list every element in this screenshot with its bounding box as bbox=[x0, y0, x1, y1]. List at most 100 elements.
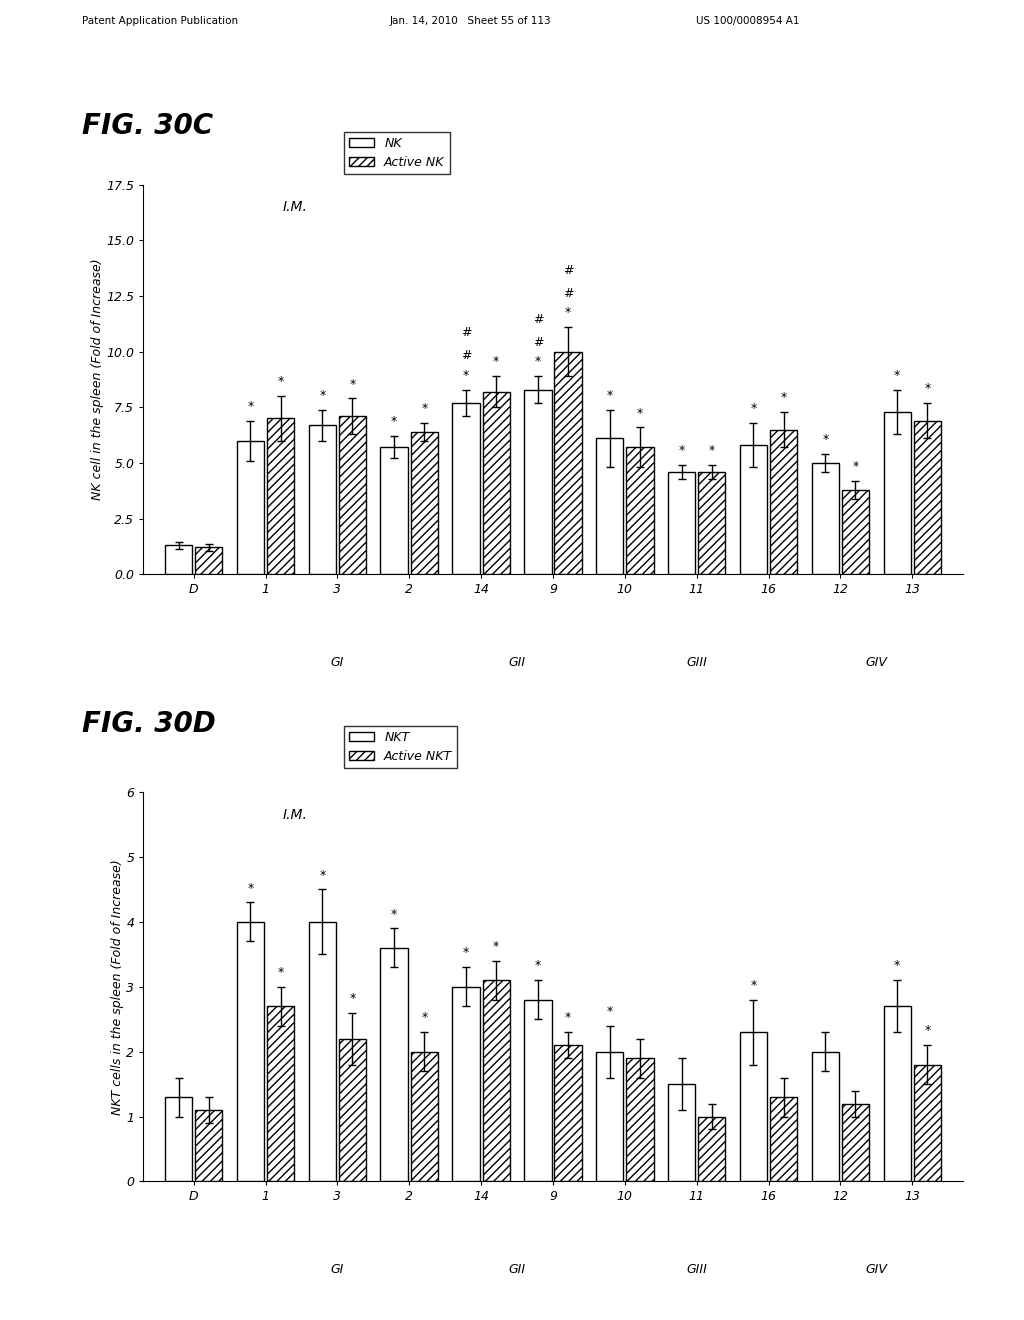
Bar bbox=[339, 416, 367, 574]
Text: *: * bbox=[894, 960, 900, 973]
Legend: NKT, Active NKT: NKT, Active NKT bbox=[344, 726, 458, 768]
Bar bbox=[842, 490, 869, 574]
Bar bbox=[698, 471, 725, 574]
Bar bbox=[596, 1052, 624, 1181]
Text: *: * bbox=[391, 416, 397, 429]
Bar bbox=[411, 432, 438, 574]
Bar bbox=[884, 1006, 910, 1181]
Text: *: * bbox=[852, 459, 858, 473]
Text: *: * bbox=[535, 960, 541, 973]
Bar bbox=[482, 392, 510, 574]
Text: FIG. 30D: FIG. 30D bbox=[82, 710, 216, 738]
Bar bbox=[554, 1045, 582, 1181]
Text: GI: GI bbox=[331, 656, 344, 669]
Text: *: * bbox=[463, 946, 469, 960]
Text: *: * bbox=[248, 400, 254, 413]
Text: *: * bbox=[565, 306, 571, 319]
Text: *: * bbox=[278, 375, 284, 388]
Text: I.M.: I.M. bbox=[283, 201, 307, 214]
Bar bbox=[884, 412, 910, 574]
Bar bbox=[913, 1064, 941, 1181]
Bar bbox=[627, 447, 653, 574]
Text: GIV: GIV bbox=[865, 1263, 887, 1276]
Text: #: # bbox=[563, 264, 573, 277]
Text: FIG. 30C: FIG. 30C bbox=[82, 112, 213, 140]
Bar bbox=[381, 948, 408, 1181]
Bar bbox=[381, 447, 408, 574]
Bar bbox=[698, 1117, 725, 1181]
Bar bbox=[482, 981, 510, 1181]
Bar bbox=[913, 421, 941, 574]
Bar bbox=[196, 548, 222, 574]
Text: I.M.: I.M. bbox=[283, 808, 307, 821]
Text: *: * bbox=[319, 869, 326, 882]
Bar bbox=[739, 445, 767, 574]
Text: *: * bbox=[751, 403, 757, 414]
Text: *: * bbox=[349, 991, 355, 1005]
Text: #: # bbox=[461, 350, 471, 362]
Text: *: * bbox=[780, 391, 786, 404]
Bar bbox=[237, 441, 264, 574]
Text: *: * bbox=[248, 882, 254, 895]
Text: GI: GI bbox=[331, 1263, 344, 1276]
Text: GIV: GIV bbox=[865, 656, 887, 669]
Text: GII: GII bbox=[509, 1263, 525, 1276]
Bar bbox=[524, 999, 552, 1181]
Legend: NK, Active NK: NK, Active NK bbox=[344, 132, 450, 174]
Text: *: * bbox=[679, 445, 685, 458]
Bar bbox=[308, 921, 336, 1181]
Text: *: * bbox=[565, 1011, 571, 1024]
Text: *: * bbox=[421, 1011, 427, 1024]
Text: *: * bbox=[894, 368, 900, 381]
Text: Patent Application Publication: Patent Application Publication bbox=[82, 16, 238, 26]
Bar bbox=[812, 463, 839, 574]
Text: *: * bbox=[606, 389, 612, 401]
Text: #: # bbox=[563, 286, 573, 300]
Bar bbox=[165, 545, 193, 574]
Bar bbox=[739, 1032, 767, 1181]
Y-axis label: NKT cells in the spleen (Fold of Increase): NKT cells in the spleen (Fold of Increas… bbox=[111, 859, 124, 1114]
Text: *: * bbox=[391, 908, 397, 920]
Text: Jan. 14, 2010   Sheet 55 of 113: Jan. 14, 2010 Sheet 55 of 113 bbox=[389, 16, 551, 26]
Bar bbox=[668, 471, 695, 574]
Bar bbox=[596, 438, 624, 574]
Bar bbox=[524, 389, 552, 574]
Text: *: * bbox=[751, 979, 757, 991]
Bar bbox=[165, 1097, 193, 1181]
Text: *: * bbox=[278, 966, 284, 979]
Bar bbox=[770, 1097, 798, 1181]
Bar bbox=[411, 1052, 438, 1181]
Bar bbox=[453, 987, 479, 1181]
Text: *: * bbox=[319, 389, 326, 401]
Text: *: * bbox=[349, 378, 355, 391]
Text: *: * bbox=[463, 368, 469, 381]
Text: #: # bbox=[532, 313, 543, 326]
Text: *: * bbox=[925, 1024, 931, 1038]
Text: GIII: GIII bbox=[686, 1263, 708, 1276]
Text: *: * bbox=[925, 381, 931, 395]
Bar bbox=[842, 1104, 869, 1181]
Text: #: # bbox=[461, 326, 471, 339]
Bar bbox=[267, 1006, 294, 1181]
Text: US 100/0008954 A1: US 100/0008954 A1 bbox=[696, 16, 800, 26]
Text: *: * bbox=[494, 355, 500, 368]
Bar bbox=[237, 921, 264, 1181]
Text: *: * bbox=[822, 433, 828, 446]
Text: *: * bbox=[709, 445, 715, 458]
Text: *: * bbox=[637, 407, 643, 420]
Text: GII: GII bbox=[509, 656, 525, 669]
Text: *: * bbox=[606, 1005, 612, 1018]
Text: *: * bbox=[535, 355, 541, 368]
Bar bbox=[453, 403, 479, 574]
Bar bbox=[770, 429, 798, 574]
Bar bbox=[308, 425, 336, 574]
Bar bbox=[339, 1039, 367, 1181]
Bar bbox=[627, 1059, 653, 1181]
Text: GIII: GIII bbox=[686, 656, 708, 669]
Bar bbox=[196, 1110, 222, 1181]
Y-axis label: NK cell in the spleen (Fold of Increase): NK cell in the spleen (Fold of Increase) bbox=[90, 259, 103, 500]
Text: *: * bbox=[421, 403, 427, 414]
Bar bbox=[668, 1084, 695, 1181]
Text: *: * bbox=[494, 940, 500, 953]
Bar bbox=[554, 351, 582, 574]
